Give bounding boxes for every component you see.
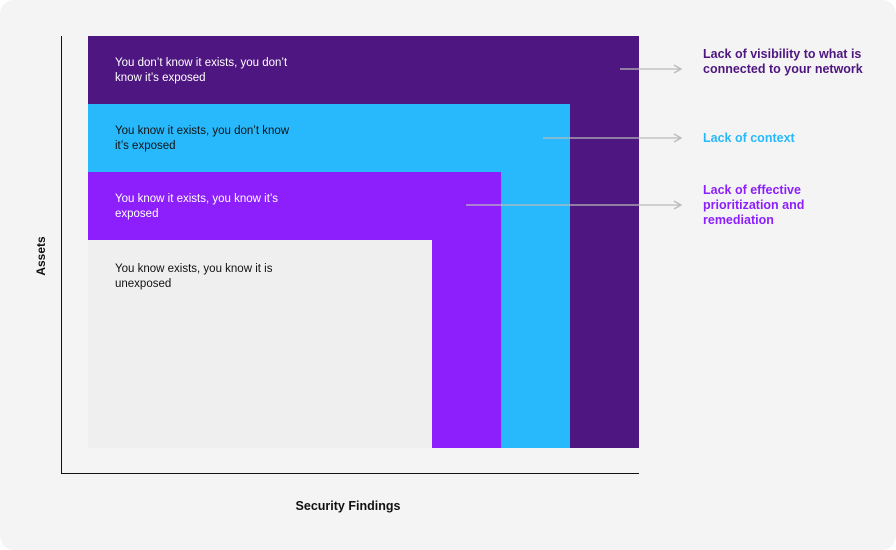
layer-2-text: You know it exists, you don’t know it’s … xyxy=(115,125,290,152)
layer-3-text: You know it exists, you know it’s expose… xyxy=(115,193,278,220)
y-axis-line xyxy=(61,36,62,474)
callout-prioritization: Lack of effective prioritization and rem… xyxy=(703,183,805,227)
callout-context: Lack of context xyxy=(703,131,795,145)
layer-known-unexposed: You know exists, you know it is unexpose… xyxy=(88,240,432,448)
layer-4-text: You know exists, you know it is unexpose… xyxy=(115,263,273,290)
callout-visibility: Lack of visibility to what is connected … xyxy=(703,47,863,76)
x-axis-label: Security Findings xyxy=(295,499,401,513)
x-axis-line xyxy=(61,473,639,474)
layer-1-text: You don’t know it exists, you don’t know… xyxy=(115,57,288,84)
